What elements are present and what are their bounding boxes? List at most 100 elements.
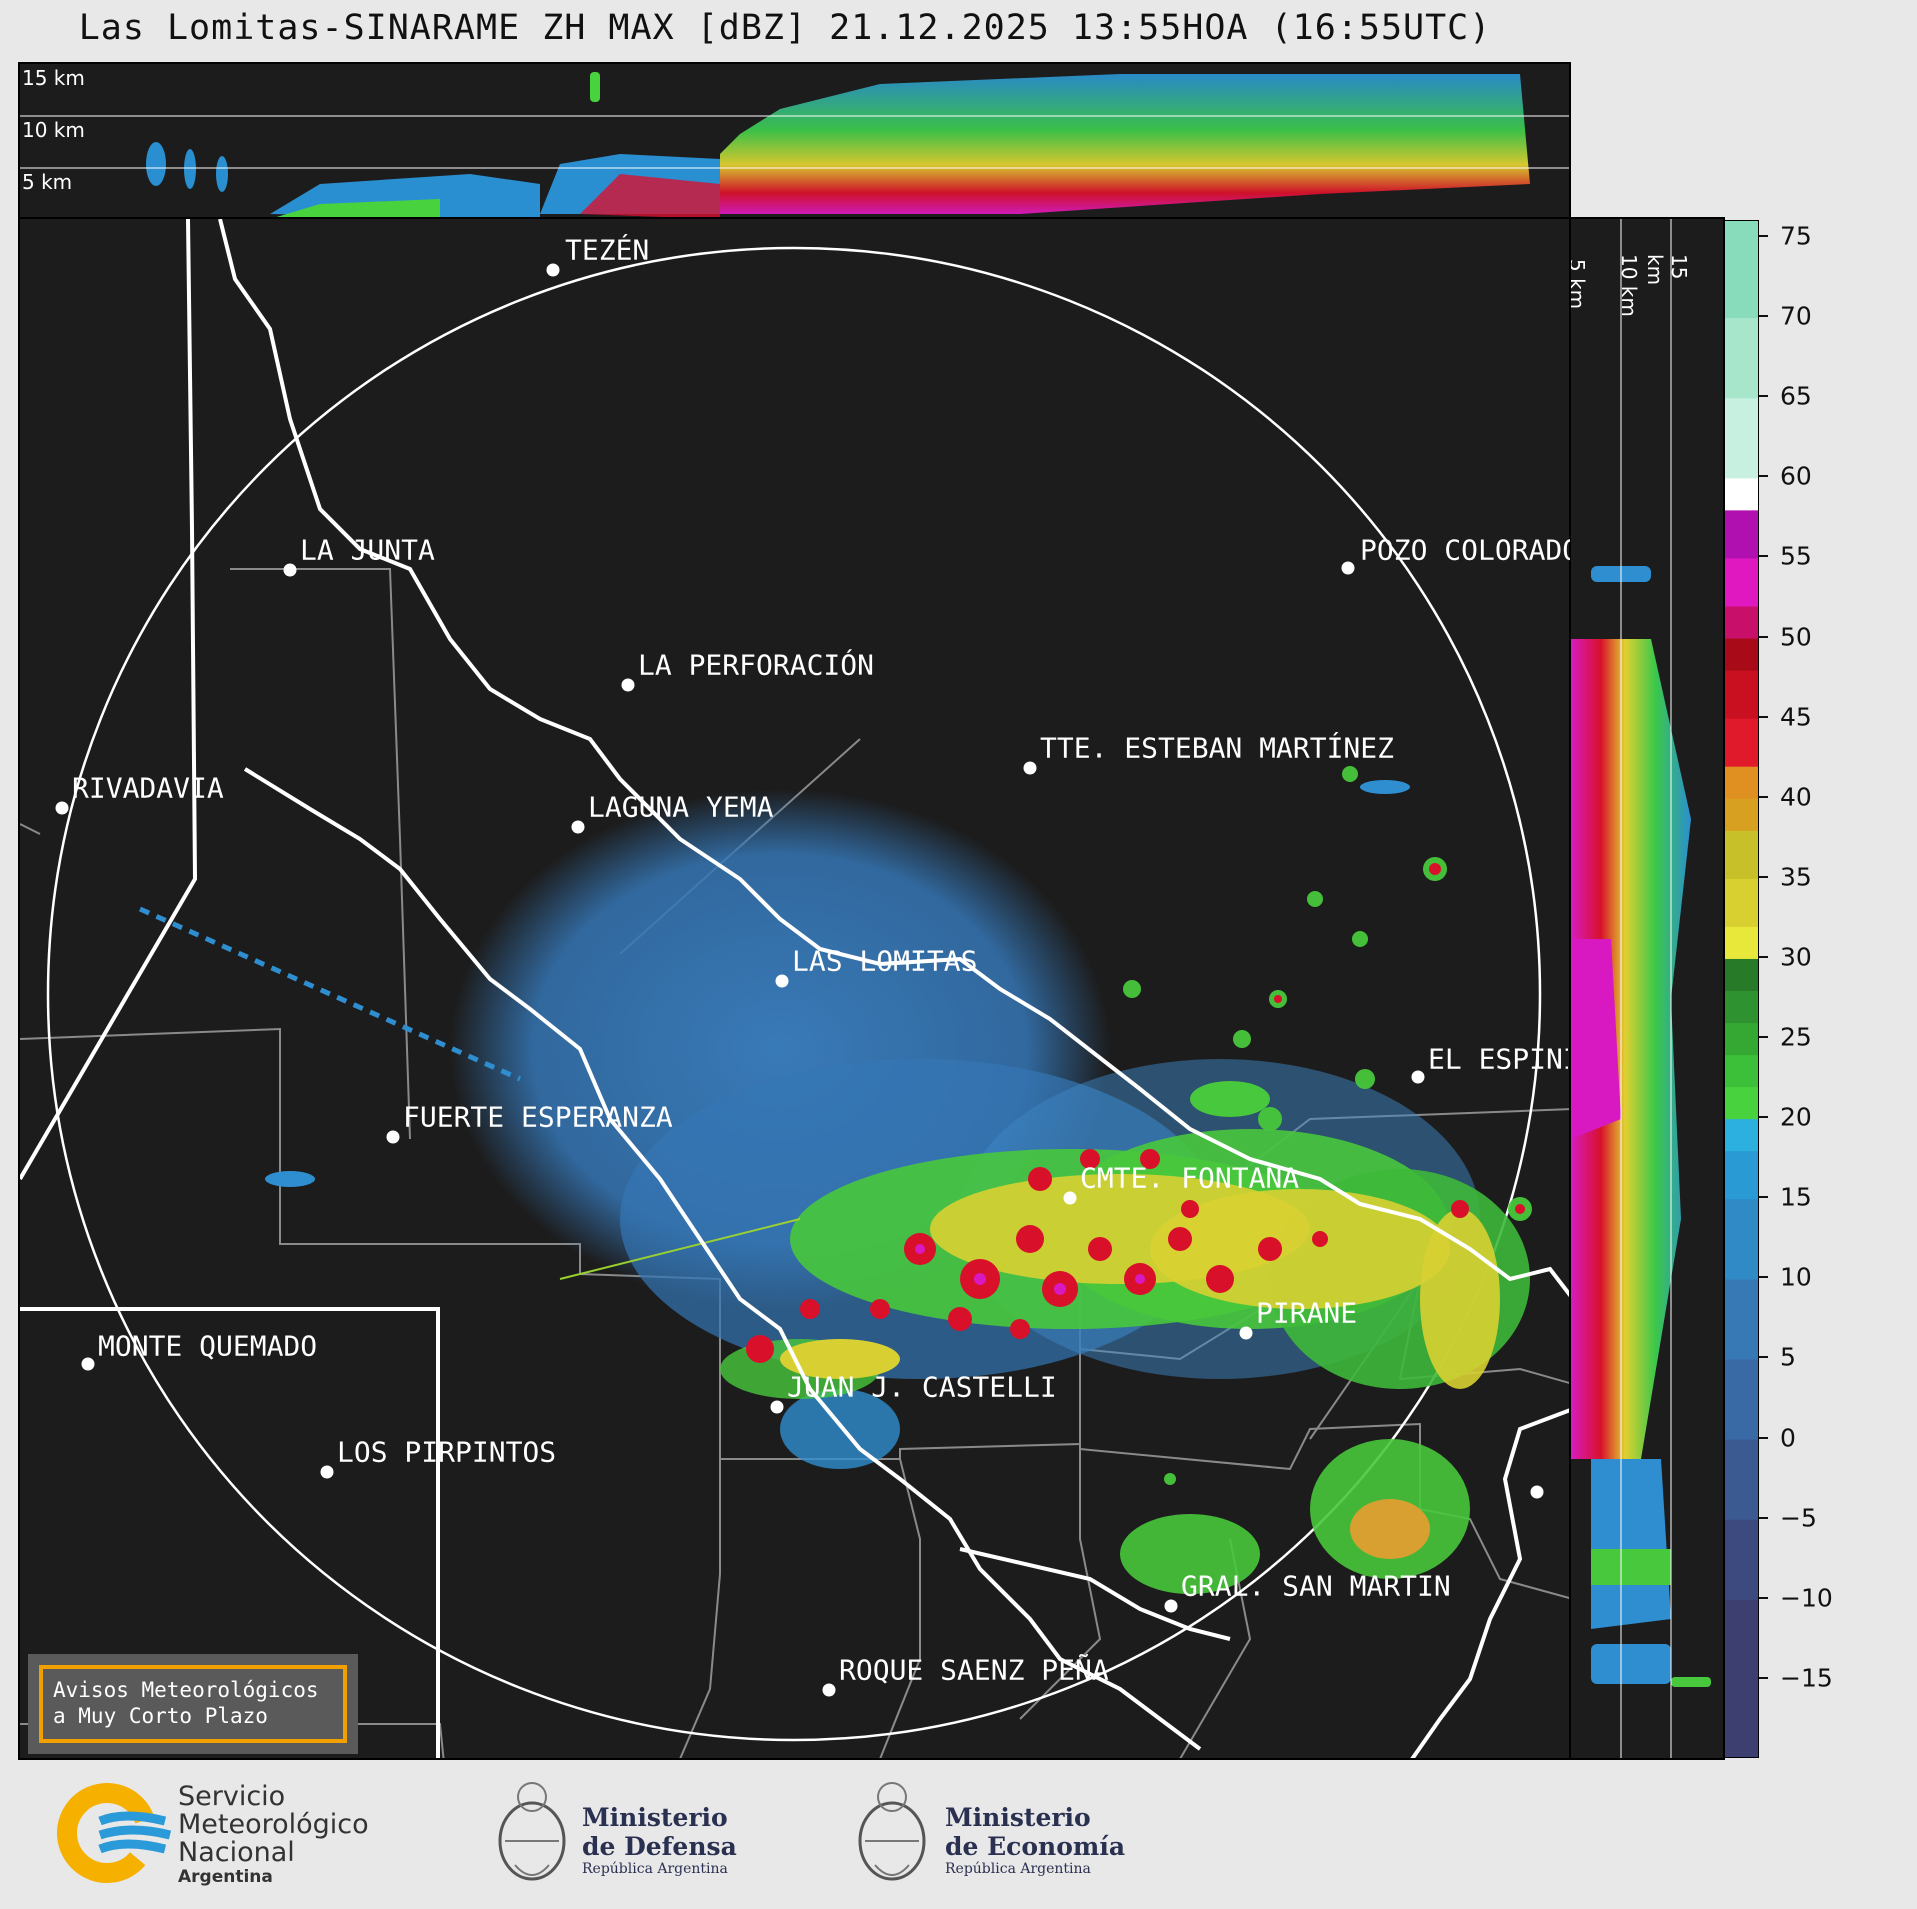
radar-map xyxy=(20,219,1569,1758)
colorbar-tick-mark xyxy=(1759,1436,1768,1439)
city-label-pirane: PIRANE xyxy=(1256,1296,1358,1330)
top-10km-label: 10 km xyxy=(22,118,85,142)
side-15km-label: 15 km xyxy=(1643,254,1691,286)
economia-line1: Ministerio xyxy=(945,1803,1091,1832)
side-5km-label: 5 km xyxy=(1569,259,1589,310)
colorbar-tick-label: 30 xyxy=(1780,942,1812,972)
colorbar-tick-mark xyxy=(1759,235,1768,238)
radar-echo-intense xyxy=(915,1244,1145,1295)
city-label-los-pirpintos: LOS PIRPINTOS xyxy=(337,1435,557,1469)
colorbar-band xyxy=(1725,717,1758,767)
defensa-line1: Ministerio xyxy=(582,1803,728,1832)
colorbar-tick-label: −10 xyxy=(1780,1583,1833,1613)
side-cross-section-panel: 5 km 10 km 15 km xyxy=(1569,217,1725,1760)
colorbar-band xyxy=(1725,1358,1758,1440)
colorbar-tick-mark xyxy=(1759,1676,1768,1679)
colorbar-tick-mark xyxy=(1759,395,1768,398)
colorbar-tick-label: 70 xyxy=(1780,301,1812,331)
colorbar-band xyxy=(1725,1518,1758,1600)
colorbar-band xyxy=(1725,637,1758,671)
colorbar-band xyxy=(1725,1198,1758,1280)
city-label-la-perforacion: LA PERFORACIÓN xyxy=(638,648,875,682)
defensa-line2: de Defensa xyxy=(582,1832,737,1861)
colorbar-tick-label: 5 xyxy=(1780,1342,1796,1372)
city-dot xyxy=(775,974,789,988)
side-10km-label: 10 km xyxy=(1617,254,1641,317)
smn-line3: Nacional xyxy=(178,1837,295,1868)
city-label-tte-esteban-martinez: TTE. ESTEBAN MARTÍNEZ xyxy=(1040,731,1395,765)
dbz-colorbar xyxy=(1724,220,1759,1758)
colorbar-tick-label: 50 xyxy=(1780,622,1812,652)
colorbar-tick-mark xyxy=(1759,315,1768,318)
colorbar-tick-mark xyxy=(1759,1596,1768,1599)
colorbar-tick-label: 55 xyxy=(1780,541,1812,571)
city-dot xyxy=(822,1683,836,1697)
colorbar-band xyxy=(1725,477,1758,511)
city-label-las-lomitas: LAS LOMITAS xyxy=(792,944,978,978)
smn-line1: Servicio xyxy=(178,1781,286,1812)
city-label-la-junta: LA JUNTA xyxy=(300,533,435,567)
colorbar-tick-mark xyxy=(1759,1196,1768,1199)
colorbar-tick-mark xyxy=(1759,1356,1768,1359)
radar-map-panel xyxy=(18,217,1571,1760)
colorbar-tick-mark xyxy=(1759,955,1768,958)
colorbar-tick-label: 35 xyxy=(1780,862,1812,892)
colorbar-tick-label: −5 xyxy=(1780,1503,1817,1533)
dbz-colorbar-bands xyxy=(1725,221,1758,1757)
colorbar-tick-mark xyxy=(1759,1276,1768,1279)
colorbar-tick-label: 40 xyxy=(1780,782,1812,812)
argentina-seal-icon xyxy=(858,1782,926,1881)
city-dot xyxy=(386,1130,400,1144)
city-dot xyxy=(770,1400,784,1414)
city-label-cmte-fontana: CMTE. FONTANA xyxy=(1080,1161,1300,1195)
smn-line4: Argentina xyxy=(178,1867,273,1887)
colorbar-tick-label: −15 xyxy=(1780,1663,1833,1693)
city-label-roque-saenz-pena: ROQUE SAENZ PEÑA xyxy=(839,1653,1109,1687)
avisos-box[interactable]: Avisos Meteorológicos a Muy Corto Plazo xyxy=(28,1654,358,1754)
colorbar-band xyxy=(1725,1054,1758,1088)
map-title: Las Lomitas-SINARAME ZH MAX [dBZ] 21.12.… xyxy=(78,8,1492,48)
colorbar-tick-mark xyxy=(1759,715,1768,718)
city-dot xyxy=(1341,561,1355,575)
avisos-line1: Avisos Meteorológicos xyxy=(53,1678,319,1702)
city-label-rivadavia: RIVADAVIA xyxy=(72,771,224,805)
colorbar-tick-mark xyxy=(1759,555,1768,558)
colorbar-tick-mark xyxy=(1759,475,1768,478)
city-dot xyxy=(81,1357,95,1371)
city-label-monte-quemado: MONTE QUEMADO xyxy=(98,1329,318,1363)
colorbar-band xyxy=(1725,990,1758,1024)
colorbar-band xyxy=(1725,509,1758,559)
smn-line2: Meteorológico xyxy=(178,1809,369,1840)
colorbar-tick-label: 10 xyxy=(1780,1262,1812,1292)
colorbar-band xyxy=(1725,877,1758,927)
city-dot xyxy=(1239,1326,1253,1340)
province-borders xyxy=(20,219,1569,1758)
radar-range-ring xyxy=(46,246,1542,1742)
city-dot xyxy=(546,263,560,277)
defensa-line3: República Argentina xyxy=(582,1861,728,1877)
top-5km-label: 5 km xyxy=(22,170,73,194)
city-dot xyxy=(1063,1191,1077,1205)
colorbar-tick-label: 45 xyxy=(1780,702,1812,732)
city-dot xyxy=(320,1465,334,1479)
top-cross-section-panel: 15 km 10 km 5 km xyxy=(18,62,1571,219)
top-cross-section-echoes xyxy=(20,72,1569,217)
colorbar-band xyxy=(1725,1022,1758,1056)
colorbar-band xyxy=(1725,605,1758,639)
city-dot xyxy=(55,801,69,815)
city-dot xyxy=(1164,1599,1178,1613)
colorbar-tick-mark xyxy=(1759,1036,1768,1039)
colorbar-tick-mark xyxy=(1759,1116,1768,1119)
economia-line3: República Argentina xyxy=(945,1861,1091,1877)
colorbar-tick-mark xyxy=(1759,1516,1768,1519)
city-label-juan-j-castelli: JUAN J. CASTELLI xyxy=(787,1370,1057,1404)
city-label-fuerte-esperanza: FUERTE ESPERANZA xyxy=(403,1100,673,1134)
colorbar-band xyxy=(1725,829,1758,879)
colorbar-band xyxy=(1725,1086,1758,1120)
colorbar-band xyxy=(1725,669,1758,719)
colorbar-tick-label: 75 xyxy=(1780,221,1812,251)
colorbar-band xyxy=(1725,1438,1758,1520)
radar-echo-convective xyxy=(720,1081,1530,1594)
city-dot xyxy=(621,678,635,692)
colorbar-tick-label: 65 xyxy=(1780,381,1812,411)
